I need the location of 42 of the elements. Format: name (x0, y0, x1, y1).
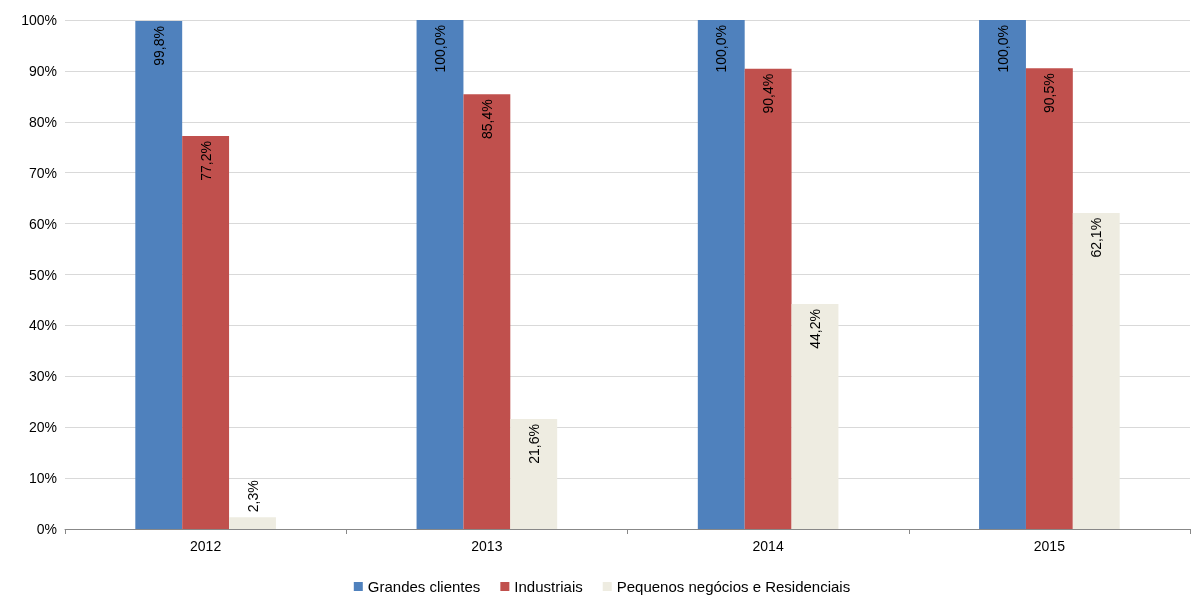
legend-label: Grandes clientes (367, 578, 481, 595)
bar (416, 20, 464, 529)
bar (182, 136, 230, 529)
x-tick-label: 2013 (471, 538, 503, 554)
bar (510, 419, 558, 529)
data-label: 85,4% (478, 99, 495, 140)
data-label: 44,2% (807, 309, 823, 349)
data-label: 100,0% (432, 25, 448, 73)
bar (744, 68, 792, 529)
x-tick-label: 2014 (752, 538, 784, 554)
bar (1072, 212, 1120, 529)
data-label: 77,2% (197, 141, 214, 181)
data-label: 90,4% (760, 73, 777, 114)
bar (979, 20, 1026, 529)
bar (135, 21, 183, 529)
legend-label: Industriais (514, 578, 583, 595)
y-tick-label: 70% (28, 164, 57, 181)
legend-label: Pequenos negócios e Residenciais (616, 578, 851, 595)
bar (229, 517, 276, 529)
data-label: 62,1% (1088, 217, 1105, 258)
bar (1025, 68, 1073, 529)
x-tick-label: 2012 (190, 538, 222, 554)
y-tick-label: 40% (28, 317, 57, 334)
data-label: 99,8% (150, 26, 167, 66)
data-label: 90,5% (1041, 73, 1058, 114)
y-tick-label: 60% (28, 215, 57, 232)
y-tick-label: 0% (36, 521, 57, 537)
data-label: 21,6% (525, 424, 542, 464)
y-tick-label: 100% (21, 12, 57, 28)
y-tick-label: 30% (28, 368, 57, 385)
bar (463, 94, 511, 529)
y-tick-label: 90% (28, 62, 57, 79)
y-tick-label: 20% (28, 419, 57, 436)
y-tick-label: 10% (28, 470, 57, 487)
bar (791, 304, 839, 529)
bar (697, 20, 745, 529)
y-tick-label: 50% (28, 266, 57, 283)
y-tick-label: 80% (28, 113, 57, 130)
x-tick-label: 2015 (1033, 538, 1066, 554)
data-label: 100,0% (994, 25, 1011, 73)
data-label: 100,0% (713, 25, 730, 73)
data-label: 2,3% (244, 480, 261, 513)
